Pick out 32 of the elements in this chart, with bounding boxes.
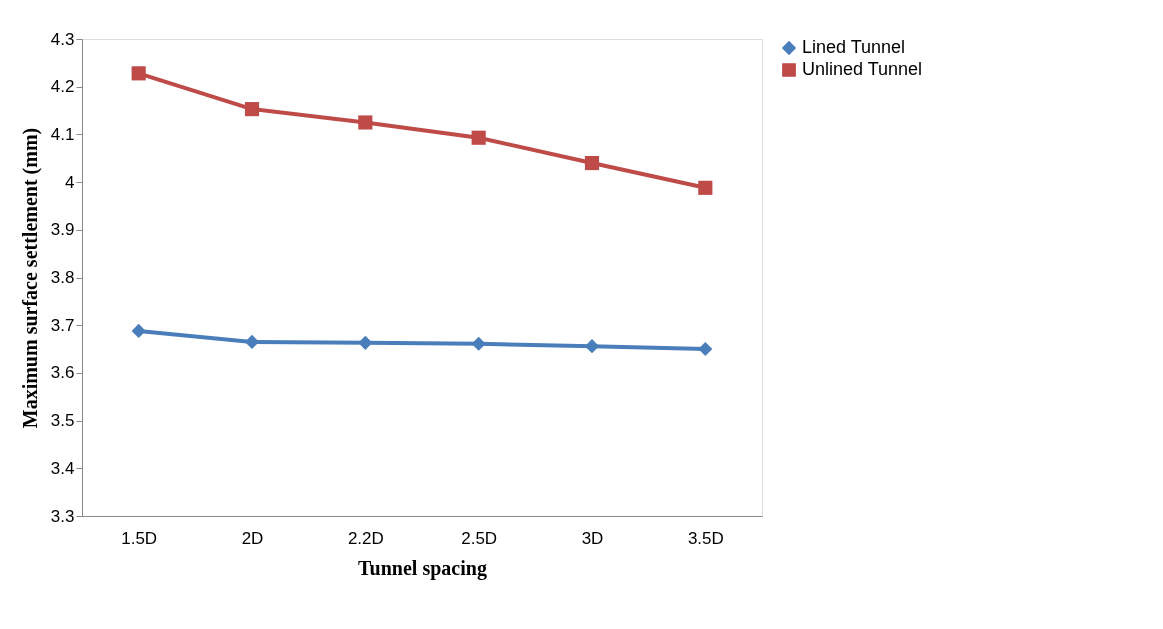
point [358, 115, 373, 130]
y-tick-label: 3.6 [50, 363, 75, 383]
y-tick-label: 3.8 [50, 268, 75, 287]
point [244, 102, 260, 117]
x-tick-label: 3D [581, 528, 604, 548]
x-tick-label: 2.5D [461, 528, 498, 548]
y-tick-label: 3.9 [50, 220, 75, 240]
y-tick-label: 4.1 [50, 124, 75, 144]
y-tick-label: 3.3 [50, 506, 75, 526]
point [698, 180, 713, 195]
point [584, 155, 600, 171]
point [471, 336, 486, 351]
y-tick-label: 3.5 [50, 411, 75, 431]
point [131, 323, 146, 338]
x-tick-label: 3.5D [687, 528, 724, 548]
y-tick-label: 3.4 [50, 458, 75, 478]
y-tick-label: 4.3 [50, 29, 75, 49]
x-tick-label: 2.2D [347, 528, 384, 548]
point [471, 130, 486, 145]
point [358, 335, 373, 350]
point [584, 339, 600, 354]
point [698, 341, 713, 357]
y-axis-title: Maximum surface settlement (mm) [18, 127, 42, 429]
x-tick-label: 1.5D [121, 528, 158, 548]
y-tick-label: 3.7 [50, 315, 75, 335]
legend-label: Unlined Tunnel [802, 59, 923, 79]
y-tick-label: 4.2 [50, 77, 75, 97]
x-axis-title: Tunnel spacing [358, 556, 487, 580]
y-tick-label: 4 [65, 172, 75, 192]
point [131, 66, 146, 81]
x-tick-label: 2D [241, 528, 264, 548]
legend-label: Lined Tunnel [802, 37, 906, 57]
